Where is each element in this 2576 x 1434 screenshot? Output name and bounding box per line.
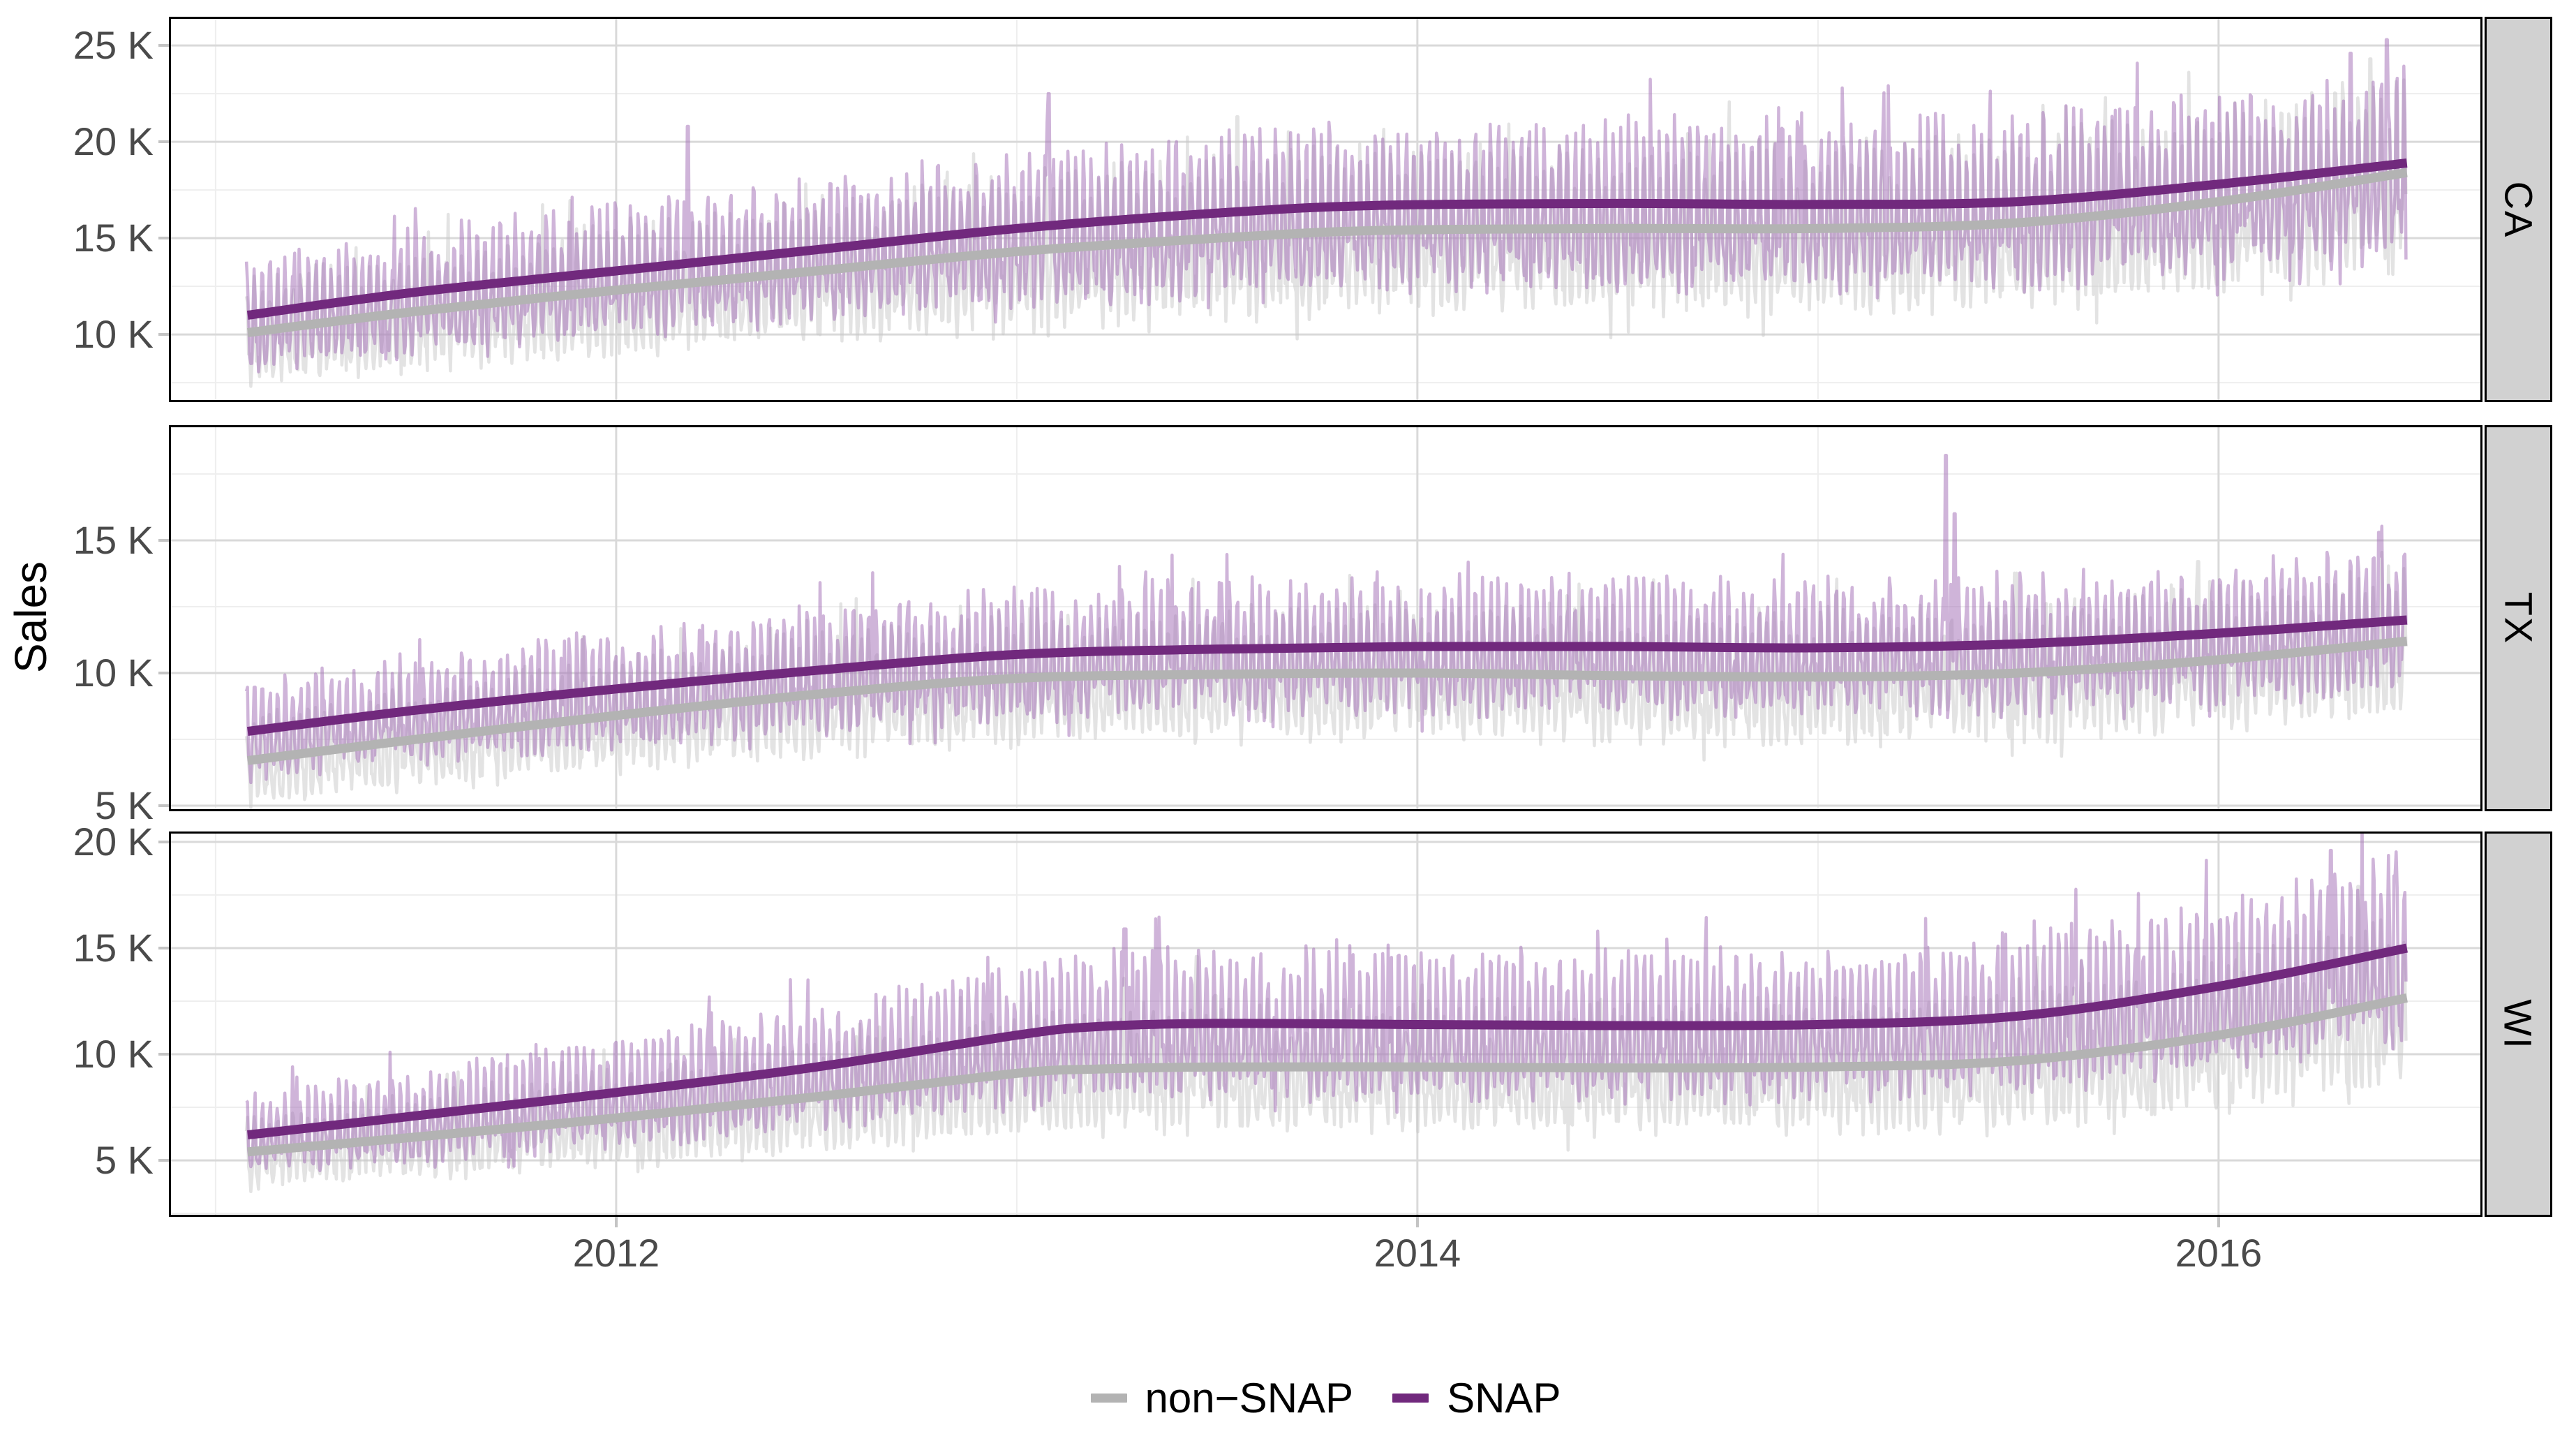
y-tick-label: 15 K [73, 925, 154, 970]
x-tick-label: 2012 [572, 1231, 660, 1275]
y-tick-mark [158, 1159, 169, 1162]
facet-strip-label: CA [2496, 181, 2540, 238]
facet-strip-label: TX [2496, 591, 2540, 645]
smooth-line-non-snap-CA [246, 168, 2408, 337]
legend-item-nonsnap: non−SNAP [1090, 1374, 1354, 1422]
legend-label: SNAP [1447, 1375, 1561, 1421]
plot-area-CA [171, 19, 2480, 400]
y-tick-label: 20 K [73, 119, 154, 164]
smooth-line-non-snap-TX [246, 636, 2408, 765]
plot-area-WI [171, 834, 2480, 1215]
plot-area-TX [171, 427, 2480, 809]
y-tick-mark [158, 44, 169, 47]
y-tick-mark [158, 538, 169, 542]
facet-strip-CA: CA [2485, 17, 2552, 402]
facet-strip-WI: WI [2485, 831, 2552, 1217]
smooth-line-snap-WI [247, 943, 2408, 1140]
smooth-line-snap-CA [246, 158, 2408, 320]
legend-item-snap: SNAP [1392, 1374, 1561, 1422]
legend-swatch [1090, 1394, 1127, 1403]
y-tick-label: 10 K [73, 312, 154, 357]
x-tick-label: 2014 [1373, 1231, 1461, 1275]
panel-WI [169, 831, 2482, 1217]
y-tick-label: 25 K [73, 23, 154, 68]
y-tick-mark [158, 671, 169, 674]
legend: non−SNAP SNAP [169, 1374, 2482, 1422]
legend-swatch [1392, 1394, 1429, 1403]
y-tick-mark [158, 1053, 169, 1056]
x-tick-mark [1415, 1217, 1419, 1227]
daily-line-snap-TX [244, 454, 2408, 785]
y-tick-mark [158, 140, 169, 144]
y-tick-label: 5 K [94, 1138, 154, 1183]
x-tick-label: 2016 [2175, 1231, 2263, 1275]
y-tick-label: 15 K [73, 517, 154, 562]
legend-label: non−SNAP [1145, 1375, 1354, 1421]
y-tick-label: 20 K [73, 819, 154, 864]
smooth-line-snap-TX [246, 615, 2408, 737]
x-tick-mark [2217, 1217, 2220, 1227]
y-tick-label: 10 K [73, 650, 154, 695]
y-tick-mark [158, 804, 169, 808]
y-tick-mark [158, 840, 169, 843]
panel-CA [169, 17, 2482, 402]
y-tick-label: 15 K [73, 216, 154, 260]
y-tick-label: 10 K [73, 1032, 154, 1077]
x-tick-mark [614, 1217, 618, 1227]
y-tick-label: 5 K [94, 783, 154, 828]
panel-TX [169, 425, 2482, 811]
facet-strip-TX: TX [2485, 425, 2552, 811]
y-tick-mark [158, 946, 169, 949]
y-tick-mark [158, 237, 169, 240]
facet-strip-label: WI [2496, 998, 2540, 1050]
smooth-line-non-snap-WI [247, 993, 2408, 1157]
y-tick-mark [158, 333, 169, 337]
